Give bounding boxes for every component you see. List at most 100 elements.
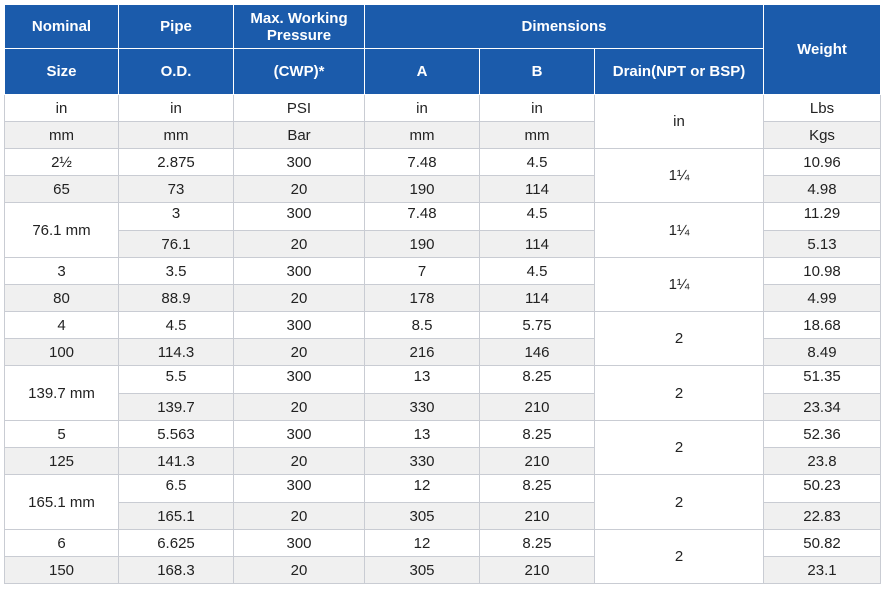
nominal-size-cell: 139.7 mm [4,365,119,421]
dim-b-cell: 210 [479,556,595,584]
pipe-od-cell: 5.563 [118,420,234,448]
cwp-cell: 20 [233,556,365,584]
cwp-cell: 20 [233,230,365,258]
table-row: 139.7 20 330 210 23.34 [5,393,882,421]
dim-a-cell: 7 [364,257,480,285]
unit-od: mm [118,121,234,149]
nominal-size-cell: 6 [4,529,119,557]
header-weight: Weight [763,4,882,95]
weight-cell: 10.98 [763,257,882,285]
unit-drain: in [593,94,765,149]
table-row: 150 168.3 20 305 210 23.1 [4,556,882,584]
pipe-od-cell: 5.5 [118,365,234,394]
unit-b: in [479,94,595,122]
unit-size: mm [4,121,119,149]
pipe-od-cell: 6.625 [118,529,234,557]
table-row: 5 5.563 300 13 8.25 2 52.36 [4,420,882,475]
drain-cell: 2 [593,311,765,366]
weight-cell: 4.98 [763,175,882,203]
dim-b-cell: 4.5 [479,148,595,176]
weight-cell: 52.36 [763,420,882,448]
dim-b-cell: 114 [479,175,595,203]
nominal-size-cell: 5 [4,420,119,448]
pipe-od-cell: 3.5 [118,257,234,285]
unit-od: in [118,94,234,122]
nominal-size-cell: 100 [4,338,119,366]
nominal-size-cell: 76.1 mm [4,202,119,258]
weight-cell: 23.1 [763,556,882,584]
dim-a-cell: 190 [364,175,480,203]
cwp-cell: 20 [233,175,365,203]
weight-cell: 11.29 [763,202,882,231]
unit-weight: Kgs [763,121,882,149]
dim-a-cell: 305 [364,556,480,584]
dim-a-cell: 13 [364,420,480,448]
dim-b-cell: 210 [479,447,595,475]
table-row: 139.7 mm 5.5 300 13 8.25 2 51.35 [4,365,882,421]
header-dim-a: A [364,48,480,95]
cwp-cell: 20 [233,502,365,530]
dim-b-cell: 8.25 [479,365,595,394]
dim-a-cell: 7.48 [364,148,480,176]
table-row: 76.1 mm 3 300 7.48 4.5 1¼ 11.29 [4,202,882,258]
unit-b: mm [479,121,595,149]
weight-cell: 50.23 [763,474,882,503]
table-row: 65 73 20 190 114 4.98 [4,175,882,203]
drain-cell: 1¼ [593,257,765,312]
unit-a: in [364,94,480,122]
drain-cell: 2 [593,420,765,475]
cwp-cell: 300 [233,529,365,557]
cwp-cell: 300 [233,148,365,176]
pipe-od-cell: 2.875 [118,148,234,176]
pipe-od-cell: 165.1 [118,502,234,530]
pipe-od-cell: 76.1 [118,230,234,258]
weight-cell: 8.49 [763,338,882,366]
drain-cell: 2 [593,529,765,584]
dim-a-cell: 7.48 [364,202,480,231]
dim-b-cell: 210 [479,502,595,530]
table-row: 76.1 20 190 114 5.13 [5,230,882,258]
nominal-size-cell: 3 [4,257,119,285]
cwp-cell: 20 [233,338,365,366]
unit-weight: Lbs [763,94,882,122]
units-row-imperial: in in PSI in in in Lbs [4,94,882,149]
weight-cell: 5.13 [763,230,882,258]
unit-cwp: PSI [233,94,365,122]
cwp-cell: 20 [233,284,365,312]
drain-cell: 2 [593,474,765,530]
table-row: 80 88.9 20 178 114 4.99 [4,284,882,312]
nominal-size-cell: 150 [4,556,119,584]
pipe-od-cell: 168.3 [118,556,234,584]
nominal-size-cell: 2½ [4,148,119,176]
cwp-cell: 300 [233,365,365,394]
nominal-size-cell: 80 [4,284,119,312]
header-od: O.D. [118,48,234,95]
units-row-metric: mm mm Bar mm mm Kgs [4,121,882,149]
table-row: 3 3.5 300 7 4.5 1¼ 10.98 [4,257,882,312]
table-row: 165.1 mm 6.5 300 12 8.25 2 50.23 [4,474,882,530]
table-row: 4 4.5 300 8.5 5.75 2 18.68 [4,311,882,366]
unit-cwp: Bar [233,121,365,149]
dim-a-cell: 330 [364,447,480,475]
drain-cell: 1¼ [593,148,765,203]
nominal-size-cell: 65 [4,175,119,203]
pipe-od-cell: 139.7 [118,393,234,421]
header-dimensions: Dimensions [363,4,765,49]
weight-cell: 23.8 [763,447,882,475]
weight-cell: 23.34 [763,393,882,421]
dim-b-cell: 8.25 [479,474,595,503]
nominal-size-cell: 125 [4,447,119,475]
dim-b-cell: 5.75 [479,311,595,339]
dim-a-cell: 330 [364,393,480,421]
weight-cell: 22.83 [763,502,882,530]
weight-cell: 10.96 [763,148,882,176]
cwp-cell: 20 [233,447,365,475]
data-body: 2½ 2.875 300 7.48 4.5 1¼ 10.96 65 73 20 190 114 4.98… [4,148,882,584]
dim-b-cell: 8.25 [479,529,595,557]
table-row: 125 141.3 20 330 210 23.8 [4,447,882,475]
dim-b-cell: 146 [479,338,595,366]
dim-a-cell: 305 [364,502,480,530]
cwp-cell: 300 [233,420,365,448]
dim-b-cell: 114 [479,284,595,312]
dim-a-cell: 12 [364,529,480,557]
